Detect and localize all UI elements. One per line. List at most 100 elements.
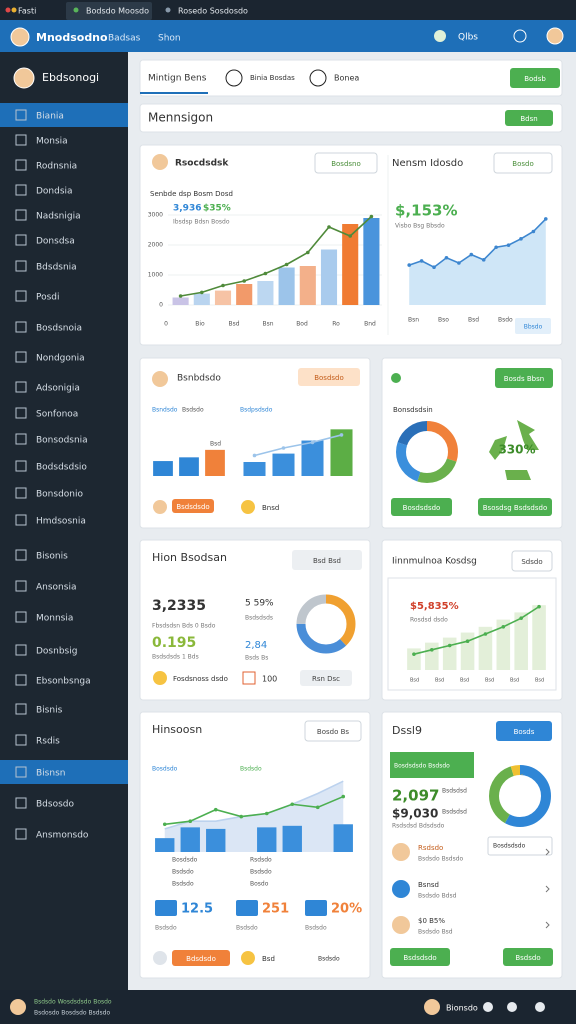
button[interactable]: [172, 499, 214, 513]
button[interactable]: [495, 368, 553, 388]
bar: [180, 827, 200, 852]
menu-icon: [15, 134, 27, 146]
menu-icon: [15, 260, 27, 272]
button[interactable]: [503, 948, 553, 966]
menu-item[interactable]: Bdsosdo: [36, 800, 74, 810]
menu-item[interactable]: Dondsia: [36, 187, 73, 197]
bar: [243, 462, 266, 476]
menu-item[interactable]: Biania: [36, 112, 64, 122]
menu-item[interactable]: Rsdis: [36, 737, 60, 747]
menu-item[interactable]: Bonsodsnia: [36, 436, 88, 446]
button[interactable]: [304, 720, 362, 742]
button-label[interactable]: Rsn Dsc: [312, 675, 340, 683]
button-label[interactable]: Bsdsdsdo: [403, 954, 436, 962]
stat: 3,936: [173, 204, 201, 214]
menu-item[interactable]: Bonsdonio: [36, 490, 83, 500]
button-label[interactable]: Bsosdsg Bsdsdsdo: [483, 504, 548, 512]
x-tick-label: Bsd: [228, 321, 239, 328]
bar: [496, 619, 511, 670]
button-label[interactable]: Bdsdsdo: [186, 955, 216, 963]
card-title: Dssl9: [392, 724, 422, 737]
button[interactable]: [505, 110, 553, 126]
button[interactable]: [292, 550, 362, 570]
point: [310, 440, 315, 445]
tab[interactable]: [66, 2, 152, 20]
menu-item[interactable]: Bisonis: [36, 552, 68, 562]
select-label[interactable]: Bosdsdsdo: [493, 843, 526, 850]
button-label[interactable]: Bosdo: [512, 160, 533, 168]
button-label[interactable]: Bsdsdsdo: [176, 503, 209, 511]
kpi: 12.5: [181, 902, 213, 917]
button-label[interactable]: Bosdsdo: [314, 374, 344, 382]
button-label[interactable]: Bdsn: [520, 115, 537, 123]
button-label[interactable]: Bosdsno: [331, 160, 361, 168]
menu-item[interactable]: Bisnis: [36, 706, 63, 716]
card: [139, 539, 371, 701]
note: Ibsdsp Bdsn Bosdo: [173, 219, 230, 226]
bar: [425, 642, 439, 670]
kpi: 251: [262, 902, 289, 917]
user-name[interactable]: Qlbs: [458, 33, 478, 43]
person-detail: Bsdsdo Bsdsdo: [418, 856, 464, 863]
point: [327, 225, 331, 229]
button[interactable]: [478, 498, 552, 516]
button-label[interactable]: Bosdsdsdo: [403, 504, 441, 512]
button-label[interactable]: Bodsb: [524, 75, 546, 83]
nav-link[interactable]: Badsas: [108, 34, 141, 44]
menu-item[interactable]: Bdsdsnia: [36, 263, 77, 273]
button-label[interactable]: Bsdsdo: [515, 954, 540, 962]
x-tick-label: Bsn: [408, 317, 419, 324]
filter[interactable]: Bonea: [334, 74, 359, 83]
select[interactable]: [487, 836, 553, 856]
menu-icon: [15, 460, 27, 472]
button[interactable]: [390, 948, 450, 966]
menu-item[interactable]: Bodsdsdsio: [36, 463, 87, 473]
toolbar: [139, 59, 563, 97]
menu-item[interactable]: Dosnbsig: [36, 647, 77, 657]
stat: $,153%: [395, 202, 457, 220]
menu-item[interactable]: Bosdsnoia: [36, 324, 82, 334]
menu-item[interactable]: Rodnsnia: [36, 162, 77, 172]
filter[interactable]: Binia Bosdas: [250, 74, 295, 82]
button[interactable]: [493, 152, 553, 174]
menu-item[interactable]: Sonfonoa: [36, 410, 78, 420]
menu-item[interactable]: Ansonsia: [36, 583, 76, 593]
tab-label[interactable]: Bodsdo Moosdo: [86, 7, 149, 16]
menu-item[interactable]: Nondgonia: [36, 354, 85, 364]
tab-label[interactable]: Rosedo Sosdosdo: [178, 7, 248, 16]
button[interactable]: [510, 68, 560, 88]
menu-item[interactable]: Donsdsa: [36, 237, 75, 247]
footer-user[interactable]: Bionsdo: [446, 1004, 478, 1013]
menu-item[interactable]: Posdi: [36, 293, 60, 303]
menu-icon: [15, 734, 27, 746]
button[interactable]: [496, 721, 552, 741]
menu-item[interactable]: Hmdsosnia: [36, 517, 86, 527]
menu-item[interactable]: Monnsia: [36, 614, 73, 624]
line: [408, 218, 547, 269]
button[interactable]: [172, 950, 230, 966]
button-label[interactable]: Bosdo Bs: [317, 728, 349, 736]
button-label[interactable]: Bsd Bsd: [313, 557, 341, 565]
menu-item[interactable]: Adsonigia: [36, 384, 80, 394]
menu-item[interactable]: Bisnsn: [36, 769, 65, 779]
button-label[interactable]: Bosds: [514, 728, 535, 736]
menu-item[interactable]: Nadsnigia: [36, 212, 81, 222]
point: [519, 237, 523, 241]
button[interactable]: [298, 368, 360, 386]
menu-item[interactable]: Monsia: [36, 137, 68, 147]
button-label[interactable]: Bosds Bbsn: [504, 375, 544, 383]
button[interactable]: [314, 152, 378, 174]
button-label[interactable]: Sdsdo: [521, 558, 542, 566]
stat-label: Bsds Bs: [245, 655, 268, 662]
bar: [272, 453, 295, 476]
button[interactable]: [511, 550, 553, 572]
point: [457, 261, 461, 265]
toolbar-tab[interactable]: Mintign Bens: [148, 74, 207, 84]
button[interactable]: [300, 670, 352, 686]
menu-item[interactable]: Ansmonsdo: [36, 831, 89, 841]
menu-item[interactable]: Ebsonbsnga: [36, 677, 91, 687]
button[interactable]: [391, 498, 452, 516]
nav-link[interactable]: Shon: [158, 34, 181, 44]
tab-label[interactable]: Fasti: [18, 7, 36, 16]
point: [419, 259, 424, 263]
